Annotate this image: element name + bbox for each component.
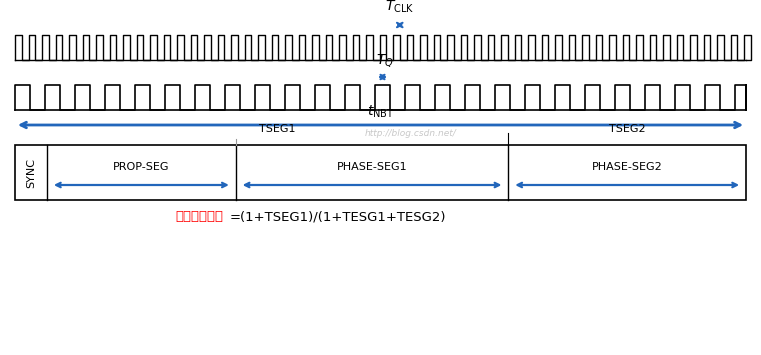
Text: TSEG1: TSEG1: [260, 124, 296, 134]
Text: PROP-SEG: PROP-SEG: [113, 162, 170, 171]
Text: $T_{\mathrm{CLK}}$: $T_{\mathrm{CLK}}$: [385, 0, 415, 15]
Text: http://blog.csdn.net/: http://blog.csdn.net/: [365, 129, 457, 138]
Text: PHASE-SEG2: PHASE-SEG2: [592, 162, 663, 171]
Text: $T_Q$: $T_Q$: [376, 52, 393, 69]
Text: 采样点时间比: 采样点时间比: [176, 211, 224, 224]
Text: PHASE-SEG1: PHASE-SEG1: [336, 162, 407, 171]
Text: =(1+TSEG1)/(1+TESG1+TESG2): =(1+TSEG1)/(1+TESG1+TESG2): [230, 211, 446, 224]
Text: $t_{\mathrm{NBT}}$: $t_{\mathrm{NBT}}$: [367, 104, 394, 120]
Bar: [15, 145, 746, 200]
Text: SYNC: SYNC: [26, 158, 36, 187]
Text: TSEG2: TSEG2: [609, 124, 645, 134]
